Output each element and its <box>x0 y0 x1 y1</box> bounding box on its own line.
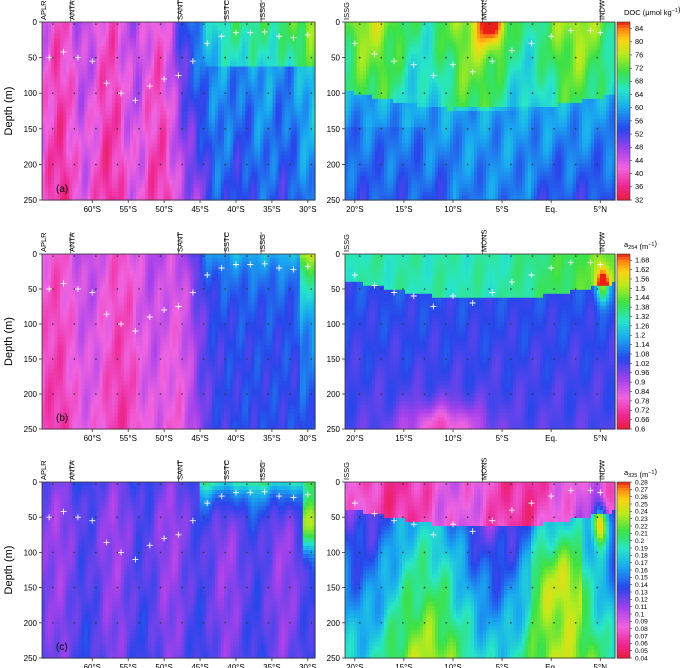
y-tick-label: 250 <box>24 196 38 205</box>
x-tick-label: 55°S <box>119 205 136 214</box>
sample-point <box>160 92 162 94</box>
sample-point <box>268 23 270 25</box>
x-axis: 60°S 55°S 50°S 45°S 40°S 35°S 30°S <box>84 200 317 214</box>
y-tick-label: 50 <box>28 54 37 63</box>
y-axis-label: Depth (m) <box>3 87 15 136</box>
sample-point <box>289 128 291 130</box>
sample-point <box>181 164 183 166</box>
sample-point <box>246 128 248 130</box>
sample-point <box>311 23 313 25</box>
sample-point <box>138 23 140 25</box>
sample-point <box>95 92 97 94</box>
sample-point <box>74 164 76 166</box>
heatmap-cells <box>42 22 316 201</box>
sample-point <box>246 23 248 25</box>
region-label: SANT <box>176 0 185 20</box>
sample-point <box>74 92 76 94</box>
sample-point <box>289 164 291 166</box>
sample-point <box>160 128 162 130</box>
y-tick-label: 0 <box>33 18 38 27</box>
sample-point <box>52 57 54 59</box>
x-tick-label: 50°S <box>155 205 172 214</box>
sample-point <box>311 164 313 166</box>
sample-point <box>268 57 270 59</box>
sample-point <box>95 57 97 59</box>
sample-point <box>74 23 76 25</box>
sample-point <box>224 128 226 130</box>
sample-point <box>181 57 183 59</box>
sample-point <box>289 57 291 59</box>
region-label: SSTC <box>222 0 231 20</box>
sample-point <box>95 23 97 25</box>
sample-point <box>289 92 291 94</box>
sample-point <box>224 57 226 59</box>
sample-point <box>181 128 183 130</box>
sample-point <box>95 128 97 130</box>
sample-point <box>268 92 270 94</box>
region-label: ANTA <box>68 1 77 20</box>
sample-point <box>138 92 140 94</box>
sample-point <box>311 92 313 94</box>
sample-point <box>268 164 270 166</box>
sample-point <box>74 57 76 59</box>
heatmap-cells <box>345 22 616 201</box>
panel-doc: Depth (m) APLR ANTA SANT SSTC ISSG 60°S 55°S 50°… <box>3 0 681 214</box>
sample-point <box>224 23 226 25</box>
section-indian-ocean: ISSG MONS INDW20°S 15°S 10°S 5°S Eq. 5°N0501001… <box>327 0 616 214</box>
sample-point <box>246 57 248 59</box>
x-tick-label: 30°S <box>299 205 316 214</box>
sample-point <box>117 164 119 166</box>
sample-point <box>74 128 76 130</box>
sample-point <box>203 92 205 94</box>
sample-point <box>203 23 205 25</box>
sample-point <box>246 92 248 94</box>
y-tick-label: 100 <box>24 89 38 98</box>
sample-point <box>246 164 248 166</box>
sample-point <box>117 92 119 94</box>
sample-point <box>224 164 226 166</box>
y-tick-label: 150 <box>24 125 38 134</box>
sample-point <box>203 164 205 166</box>
sample-point <box>289 23 291 25</box>
sample-point <box>160 23 162 25</box>
sample-point <box>138 57 140 59</box>
panel-letter: (a) <box>56 184 68 195</box>
sample-point <box>138 164 140 166</box>
sample-point <box>203 57 205 59</box>
x-tick-label: 45°S <box>191 205 208 214</box>
section-southern-ocean: APLR ANTA SANT SSTC ISSG 60°S 55°S 50°S 45°S 40°S… <box>24 0 317 214</box>
y-tick-label: 200 <box>24 160 38 169</box>
x-tick-label: 60°S <box>84 205 101 214</box>
sample-point <box>52 164 54 166</box>
sample-point <box>138 128 140 130</box>
region-labels: APLR ANTA SANT SSTC ISSG <box>39 0 267 22</box>
sample-point <box>311 128 313 130</box>
x-tick-label: 35°S <box>263 205 280 214</box>
region-label: APLR <box>39 0 48 20</box>
sample-point <box>311 57 313 59</box>
x-tick-label: 40°S <box>227 205 244 214</box>
region-label: ISSG <box>258 2 267 20</box>
y-axis: 0 50 100 150 200 250 <box>24 18 42 205</box>
sample-point <box>268 128 270 130</box>
sample-point <box>117 128 119 130</box>
sample-point <box>160 57 162 59</box>
sample-point <box>117 23 119 25</box>
sample-point <box>95 164 97 166</box>
sample-point <box>181 23 183 25</box>
sample-point <box>224 92 226 94</box>
sample-point <box>160 164 162 166</box>
sample-point <box>52 128 54 130</box>
sample-point <box>181 92 183 94</box>
sample-point <box>117 57 119 59</box>
sample-point <box>52 92 54 94</box>
sample-point <box>203 128 205 130</box>
sample-point <box>52 23 54 25</box>
